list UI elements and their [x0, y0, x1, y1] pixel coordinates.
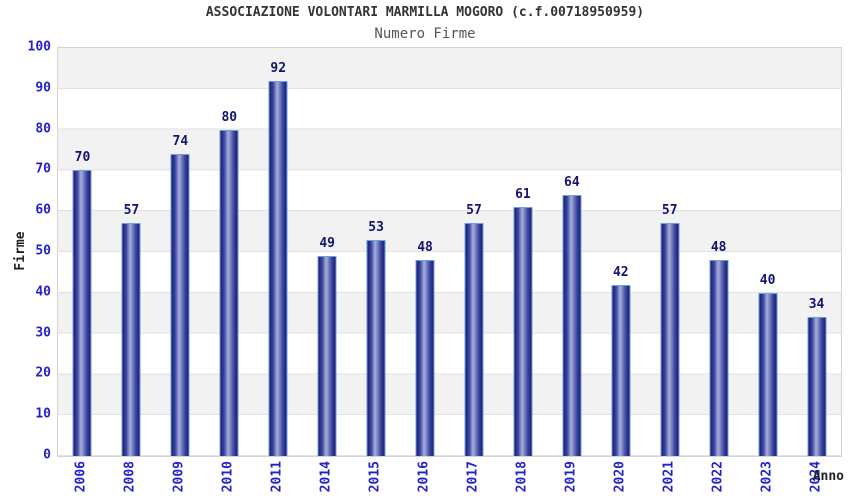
bar-2022: [709, 260, 729, 456]
bar-value-2020: 42: [612, 264, 629, 280]
y-tick-40: 40: [35, 284, 51, 300]
bar-2010: [219, 129, 239, 456]
bar-2018: [513, 207, 533, 456]
plot-area: 70 57 74 80 92 49 53 48 57 61 64 42 57 48 40 34: [57, 47, 842, 457]
bar-2023: [758, 292, 778, 456]
bar-value-2011: 92: [270, 60, 287, 76]
y-tick-60: 60: [35, 202, 51, 218]
y-tick-30: 30: [35, 325, 51, 341]
x-tick-2018: 2018: [514, 461, 530, 493]
x-tick-2015: 2015: [367, 461, 383, 493]
x-tick-2006: 2006: [73, 461, 89, 493]
bar-value-2023: 40: [759, 272, 776, 288]
bar-value-2018: 61: [515, 187, 531, 203]
bar-2024: [807, 317, 827, 456]
bar-2017: [464, 223, 484, 456]
y-tick-20: 20: [35, 365, 51, 381]
bar-2006: [72, 170, 92, 456]
bar-value-2024: 34: [808, 297, 825, 313]
x-axis: 2006 2008 2009 2010 2011 2014 2015 2016 2017 2018…: [57, 461, 840, 500]
bar-2016: [415, 260, 435, 456]
x-tick-2017: 2017: [465, 461, 481, 493]
bar-value-2014: 49: [319, 236, 335, 252]
y-tick-80: 80: [35, 121, 51, 137]
bar-2021: [660, 223, 680, 456]
bar-value-2022: 48: [710, 240, 727, 256]
chart-subtitle: Numero Firme: [374, 26, 476, 42]
x-tick-2010: 2010: [220, 461, 236, 493]
x-tick-2016: 2016: [416, 461, 432, 493]
x-tick-2023: 2023: [759, 461, 775, 493]
y-tick-0: 0: [43, 447, 51, 463]
bar-2009: [170, 154, 190, 456]
bar-value-2008: 57: [123, 203, 140, 219]
y-tick-50: 50: [35, 243, 51, 259]
bar-value-2021: 57: [661, 203, 678, 219]
y-tick-90: 90: [35, 80, 51, 96]
bar-2020: [611, 284, 631, 456]
bar-value-2015: 53: [368, 219, 384, 235]
bar-2011: [268, 80, 288, 456]
y-tick-100: 100: [27, 39, 51, 55]
bar-value-2019: 64: [564, 174, 580, 190]
x-axis-label: Anno: [812, 469, 844, 484]
bar-value-2010: 80: [221, 109, 238, 125]
x-tick-2008: 2008: [122, 461, 138, 493]
bar-2014: [317, 256, 337, 456]
bar-value-2009: 74: [172, 134, 189, 150]
bar-2019: [562, 194, 582, 456]
x-tick-2020: 2020: [612, 461, 628, 493]
bar-value-2017: 57: [466, 203, 482, 219]
x-tick-2019: 2019: [563, 461, 579, 493]
bar-value-2016: 48: [417, 240, 433, 256]
y-axis: 0 10 20 30 40 50 60 70 80 90 100: [0, 40, 51, 463]
x-tick-2014: 2014: [318, 461, 334, 493]
x-tick-2009: 2009: [171, 461, 187, 493]
y-tick-70: 70: [35, 161, 51, 177]
bar-2008: [121, 223, 141, 456]
x-tick-2022: 2022: [710, 461, 726, 493]
x-tick-2021: 2021: [661, 461, 677, 493]
bar-value-2006: 70: [74, 150, 91, 166]
x-tick-2011: 2011: [269, 461, 285, 493]
y-tick-10: 10: [35, 406, 51, 422]
bar-2015: [366, 239, 386, 456]
chart-title: ASSOCIAZIONE VOLONTARI MARMILLA MOGORO (…: [205, 5, 645, 20]
